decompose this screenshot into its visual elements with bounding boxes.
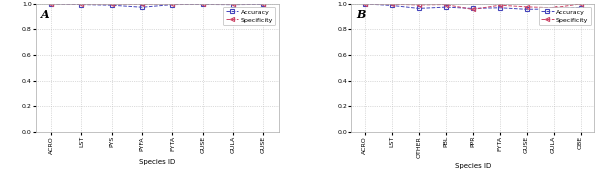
Accuracy xyxy=(169,3,176,6)
Line: Specificity: Specificity xyxy=(49,2,266,6)
Accuracy xyxy=(496,7,503,9)
Specificity xyxy=(469,8,476,10)
Specificity xyxy=(260,3,267,5)
Accuracy xyxy=(388,4,395,7)
X-axis label: Species ID: Species ID xyxy=(455,163,491,169)
Accuracy xyxy=(577,6,584,9)
Specificity xyxy=(139,3,146,5)
Accuracy xyxy=(230,4,237,6)
Specificity xyxy=(78,3,85,5)
Line: Accuracy: Accuracy xyxy=(363,2,583,11)
Specificity xyxy=(361,3,368,5)
Accuracy xyxy=(260,3,267,5)
Legend: Accuracy, Specificity: Accuracy, Specificity xyxy=(223,7,275,25)
Specificity xyxy=(108,3,115,5)
Accuracy xyxy=(523,8,530,10)
Accuracy xyxy=(199,3,206,5)
Specificity xyxy=(47,3,55,5)
Specificity xyxy=(388,3,395,5)
Accuracy xyxy=(108,4,115,6)
Accuracy xyxy=(78,3,85,6)
Accuracy xyxy=(550,8,557,10)
Specificity xyxy=(169,3,176,5)
Text: A: A xyxy=(41,9,49,20)
Specificity xyxy=(550,7,557,9)
Specificity xyxy=(442,3,449,6)
Specificity xyxy=(199,3,206,5)
Line: Accuracy: Accuracy xyxy=(49,2,266,9)
Specificity xyxy=(230,3,237,5)
Text: B: B xyxy=(356,9,365,20)
Specificity xyxy=(415,4,422,6)
Accuracy xyxy=(442,6,449,8)
Accuracy xyxy=(469,7,476,10)
Line: Specificity: Specificity xyxy=(363,2,583,12)
Specificity xyxy=(523,6,530,8)
Accuracy xyxy=(361,3,368,5)
Specificity xyxy=(577,3,584,5)
Accuracy xyxy=(47,3,55,5)
Specificity xyxy=(496,4,503,6)
Accuracy xyxy=(139,6,146,8)
X-axis label: Species ID: Species ID xyxy=(139,159,175,165)
Accuracy xyxy=(415,7,422,10)
Legend: Accuracy, Specificity: Accuracy, Specificity xyxy=(539,7,591,25)
